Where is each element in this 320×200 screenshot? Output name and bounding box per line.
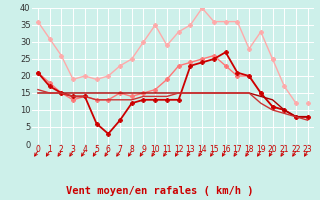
- Text: Vent moyen/en rafales ( km/h ): Vent moyen/en rafales ( km/h ): [66, 186, 254, 196]
